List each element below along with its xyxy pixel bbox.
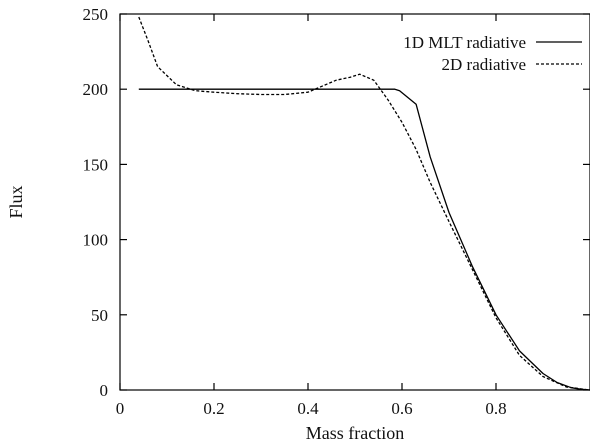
legend-label: 2D radiative [442, 55, 527, 74]
tick-labels: 0 0.2 0.4 0.6 0.8 0 50 100 150 200 250 [83, 5, 507, 418]
x-tick-label: 0 [116, 399, 125, 418]
y-tick-label: 100 [83, 231, 109, 250]
legend-label: 1D MLT radiative [403, 33, 526, 52]
legend: 1D MLT radiative 2D radiative [403, 33, 582, 74]
x-axis-label: Mass fraction [306, 423, 404, 442]
x-tick-label: 0.6 [391, 399, 412, 418]
y-tick-label: 200 [83, 80, 109, 99]
y-axis-label: Flux [6, 185, 26, 218]
series-line-1d-mlt-radiative [138, 88, 590, 391]
y-tick-label: 150 [83, 155, 109, 174]
y-tick-label: 250 [83, 5, 109, 24]
x-tick-label: 0.8 [485, 399, 506, 418]
series-line-2d-radiative [138, 16, 590, 391]
x-tick-label: 0.4 [297, 399, 319, 418]
y-tick-label: 0 [100, 381, 109, 400]
plot-frame [119, 13, 590, 391]
x-tick-label: 0.2 [203, 399, 224, 418]
series-lines [138, 16, 590, 391]
y-tick-label: 50 [91, 306, 108, 325]
